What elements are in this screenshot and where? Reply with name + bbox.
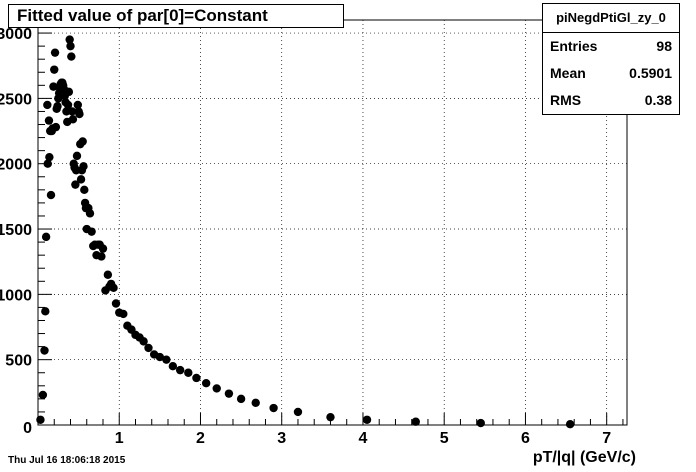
data-point bbox=[68, 115, 78, 124]
stats-rms-label: RMS bbox=[550, 92, 582, 108]
grid-lines bbox=[38, 20, 627, 425]
stats-box: piNegdPtiGl_zy_0 Entries 98 Mean 0.5901 … bbox=[542, 3, 680, 115]
x-tick-label: 7 bbox=[602, 430, 611, 447]
data-point bbox=[53, 102, 62, 111]
data-point bbox=[49, 82, 58, 91]
stats-entries-row: Entries 98 bbox=[543, 33, 679, 60]
data-point bbox=[184, 368, 193, 377]
data-point bbox=[63, 100, 73, 110]
stats-mean-value: 0.5901 bbox=[629, 65, 672, 81]
data-point bbox=[45, 152, 54, 162]
data-point bbox=[78, 137, 87, 146]
data-point bbox=[64, 87, 74, 97]
data-point bbox=[75, 109, 84, 119]
y-tick-label: 500 bbox=[5, 353, 32, 370]
data-point bbox=[162, 355, 171, 364]
data-point bbox=[293, 407, 303, 417]
data-point bbox=[80, 185, 89, 195]
x-tick-label: 5 bbox=[440, 430, 449, 447]
data-point bbox=[97, 252, 106, 261]
x-tick-label: 3 bbox=[277, 430, 286, 447]
data-point bbox=[224, 389, 234, 398]
x-tick-label: 6 bbox=[521, 430, 530, 447]
data-point bbox=[51, 122, 61, 132]
data-point bbox=[565, 420, 575, 429]
x-axis-label: pT/|q| (GeV/c) bbox=[532, 449, 636, 466]
stats-entries-value: 98 bbox=[656, 38, 672, 54]
data-point bbox=[109, 283, 118, 293]
data-point bbox=[76, 175, 86, 184]
y-tick-label: 3000 bbox=[0, 26, 32, 43]
data-point bbox=[66, 41, 75, 51]
data-point bbox=[87, 227, 96, 236]
data-point bbox=[36, 415, 45, 424]
data-point bbox=[44, 116, 54, 125]
stats-rms-value: 0.38 bbox=[644, 92, 672, 108]
data-point bbox=[38, 390, 48, 400]
data-point bbox=[212, 384, 221, 393]
data-point bbox=[103, 270, 113, 279]
data-point bbox=[326, 412, 335, 422]
y-tick-label: 1000 bbox=[0, 287, 32, 304]
y-tick-label: 1500 bbox=[0, 222, 32, 239]
data-point bbox=[411, 417, 420, 426]
data-point bbox=[41, 232, 51, 242]
data-point bbox=[476, 418, 485, 428]
data-point bbox=[139, 337, 148, 346]
timestamp-footer: Thu Jul 16 18:06:18 2015 bbox=[8, 455, 126, 466]
data-point bbox=[72, 151, 82, 161]
stats-mean-label: Mean bbox=[550, 65, 586, 81]
x-tick-label: 1 bbox=[115, 430, 124, 447]
data-point bbox=[119, 309, 128, 319]
plot-frame bbox=[37, 19, 628, 426]
axes: 1 2 3 4 5 6 7 500 1000 1500 2000 2500 3000 0 bbox=[0, 19, 624, 447]
stats-entries-label: Entries bbox=[550, 38, 598, 54]
data-point bbox=[155, 352, 165, 362]
data-point bbox=[50, 65, 59, 74]
data-point bbox=[251, 398, 260, 407]
data-point bbox=[98, 244, 108, 253]
data-point bbox=[67, 52, 76, 61]
y-tick-label: 2000 bbox=[0, 157, 32, 174]
data-point bbox=[192, 373, 201, 383]
data-point bbox=[111, 299, 121, 308]
data-point bbox=[50, 48, 60, 57]
stats-name: piNegdPtiGl_zy_0 bbox=[543, 4, 679, 33]
data-point bbox=[73, 100, 83, 110]
stats-mean-row: Mean 0.5901 bbox=[543, 60, 679, 87]
data-point bbox=[201, 378, 211, 388]
y-tick-label: 2500 bbox=[0, 91, 32, 108]
chart-title: Fitted value of par[0]=Constant bbox=[8, 4, 344, 28]
data-point bbox=[41, 307, 50, 316]
data-point bbox=[85, 209, 95, 218]
data-point bbox=[144, 343, 153, 353]
data-point bbox=[65, 35, 74, 44]
data-point bbox=[362, 415, 372, 424]
data-point bbox=[43, 100, 52, 110]
data-point bbox=[43, 159, 52, 168]
data-point bbox=[67, 107, 77, 116]
x-tick-label: 2 bbox=[196, 430, 205, 447]
data-point bbox=[269, 403, 278, 413]
data-point bbox=[168, 362, 178, 371]
x-tick-label: 4 bbox=[359, 430, 368, 447]
data-point bbox=[236, 394, 246, 404]
data-point bbox=[71, 180, 80, 189]
data-point bbox=[175, 365, 185, 375]
data-point bbox=[40, 346, 49, 355]
stats-rms-row: RMS 0.38 bbox=[543, 87, 679, 114]
data-points bbox=[36, 35, 575, 429]
data-point bbox=[79, 162, 88, 171]
origin-label: 0 bbox=[23, 420, 32, 437]
data-point bbox=[46, 190, 56, 200]
